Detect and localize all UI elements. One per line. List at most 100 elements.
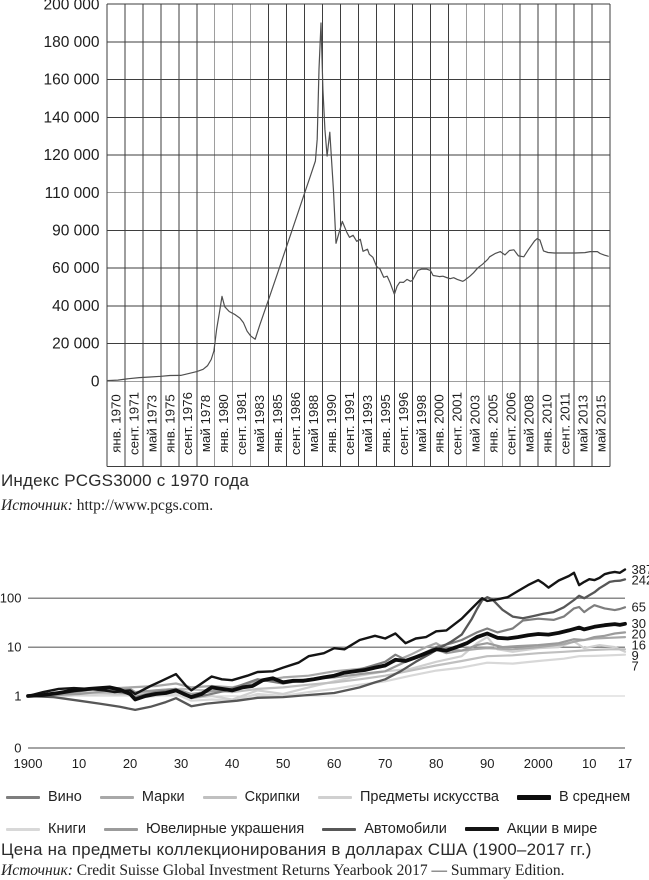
chart1-caption: Индекс PCGS3000 с 1970 года [1, 471, 249, 491]
x-axis-tick-label: сент. 1971 [126, 392, 141, 455]
x-axis-tick-label: янв. 1975 [162, 394, 177, 453]
x-axis-tick-label: сент. 1981 [234, 392, 249, 455]
end-value-label: 7 [632, 658, 639, 673]
legend-swatch [318, 796, 352, 799]
legend-swatch [6, 828, 40, 831]
x-axis-tick-label: май 1998 [414, 395, 429, 452]
x-axis-tick-label: янв. 1985 [270, 394, 285, 453]
y-axis-tick-label: 10 [7, 639, 21, 654]
chart2-end-value-labels: 3872426530201697 [632, 562, 649, 674]
legend-label: Вино [48, 789, 82, 805]
legend-label: Книги [48, 821, 86, 837]
legend-item-ювелирные-украшения: Ювелирные украшения [104, 821, 304, 837]
chart2-source: Источник: Credit Suisse Global Investmen… [1, 862, 565, 880]
legend-swatch [517, 795, 551, 800]
x-axis-tick-label: янв. 1995 [378, 394, 393, 453]
x-axis-tick-label: 17 [618, 756, 632, 771]
x-axis-tick-label: сент. 2011 [557, 393, 572, 455]
chart2-source-label: Источник: [1, 862, 73, 879]
y-axis-tick-label: 60 000 [52, 260, 100, 277]
legend-swatch [6, 796, 40, 799]
chart2-legend: Вино Марки Скрипки Предметы искусства В сред… [6, 784, 646, 848]
legend-item-автомобили: Автомобили [322, 821, 447, 837]
x-axis-tick-label: май 2013 [575, 395, 590, 452]
legend-swatch [322, 828, 356, 831]
pcgs3000-index-chart: 0 20 000 40 000 60 000 90 000 110 000 120 000 1… [0, 0, 649, 470]
series-line-ювелирные-украшения [28, 632, 625, 696]
collectibles-price-chart: 1001010190010203040506070809020001017387… [0, 550, 649, 782]
x-axis-tick-label: 1900 [14, 756, 43, 771]
y-axis-tick-label: 1 [14, 688, 21, 703]
legend-row-1: Вино Марки Скрипки Предметы искусства В сред… [6, 784, 646, 810]
y-axis-tick-label: 0 [14, 740, 21, 755]
y-axis-tick-label: 40 000 [52, 298, 100, 315]
x-axis-tick-label: май 1983 [252, 395, 267, 452]
x-axis-tick-label: сент. 2006 [504, 392, 519, 455]
y-axis-tick-label: 100 [0, 590, 22, 605]
legend-row-2: Книги Ювелирные украшения Автомобили Акции … [6, 816, 646, 842]
y-axis-tick-label: 0 [91, 373, 100, 390]
legend-label: Скрипки [245, 789, 300, 805]
x-axis-tick-label: май 1978 [198, 395, 213, 452]
x-axis-tick-label: 10 [72, 756, 86, 771]
x-axis-tick-label: май 2003 [468, 395, 483, 452]
y-axis-tick-label: 20 000 [52, 336, 100, 353]
legend-item-марки: Марки [100, 789, 185, 805]
x-axis-tick-label: янв. 2005 [486, 394, 501, 453]
x-axis-tick-label: янв. 2000 [432, 394, 447, 453]
x-axis-tick-label: сент. 1991 [342, 392, 357, 455]
legend-swatch [104, 828, 138, 831]
y-axis-tick-label: 90 000 [52, 223, 100, 240]
y-axis-tick-label: 120 000 [43, 147, 99, 164]
x-axis-tick-label: сент. 1986 [288, 392, 303, 455]
legend-swatch [100, 796, 134, 799]
legend-swatch [465, 827, 499, 831]
legend-label: В среднем [559, 789, 630, 805]
y-axis-tick-label: 160 000 [43, 72, 99, 89]
chart1-source-label: Источник: [1, 497, 73, 514]
x-axis-tick-label: янв. 1970 [108, 394, 123, 453]
x-axis-tick-label: 20 [123, 756, 137, 771]
chart1-source-text: http://www.pcgs.com. [73, 497, 213, 514]
end-value-label: 242 [632, 572, 649, 587]
x-axis-tick-label: 50 [276, 756, 290, 771]
x-axis-tick-label: 30 [174, 756, 188, 771]
legend-item-скрипки: Скрипки [203, 789, 300, 805]
y-axis-tick-label: 200 000 [43, 0, 99, 13]
x-axis-tick-label: май 1988 [306, 395, 321, 452]
legend-item-в-среднем: В среднем [517, 789, 630, 805]
chart1-source: Источник: http://www.pcgs.com. [1, 497, 213, 515]
legend-label: Марки [142, 789, 185, 805]
x-axis-tick-label: сент. 2001 [450, 392, 465, 455]
x-axis-tick-label: май 1993 [360, 395, 375, 452]
y-axis-tick-label: 110 000 [45, 185, 100, 202]
series-line-pcgs3000 [107, 23, 608, 381]
end-value-label: 65 [632, 600, 646, 615]
x-axis-tick-label: янв. 2010 [540, 394, 555, 453]
x-axis-tick-label: сент. 1976 [180, 392, 195, 455]
x-axis-tick-label: май 2008 [522, 395, 537, 452]
x-axis-tick-label: 10 [582, 756, 596, 771]
x-axis-tick-label: янв. 1990 [324, 394, 339, 453]
legend-label: Акции в мире [507, 821, 597, 837]
x-axis-tick-label: сент. 1996 [396, 392, 411, 455]
x-axis-tick-label: 80 [429, 756, 443, 771]
legend-item-предметы-искусства: Предметы искусства [318, 789, 499, 805]
x-axis-tick-label: 2000 [524, 756, 553, 771]
x-axis-tick-label: 60 [327, 756, 341, 771]
legend-label: Предметы искусства [360, 789, 499, 805]
legend-item-вино: Вино [6, 789, 82, 805]
legend-label: Автомобили [364, 821, 447, 837]
legend-label: Ювелирные украшения [146, 821, 304, 837]
chart1-y-tick-labels: 0 20 000 40 000 60 000 90 000 110 000 120 000 1… [43, 0, 99, 390]
legend-item-книги: Книги [6, 821, 86, 837]
y-axis-tick-label: 140 000 [43, 109, 99, 126]
x-axis-tick-label: 40 [225, 756, 239, 771]
x-axis-tick-label: 90 [480, 756, 494, 771]
y-axis-tick-label: 180 000 [43, 34, 99, 51]
chart2-source-text: Credit Suisse Global Investment Returns … [73, 862, 565, 879]
legend-item-акции-в-мире: Акции в мире [465, 821, 597, 837]
